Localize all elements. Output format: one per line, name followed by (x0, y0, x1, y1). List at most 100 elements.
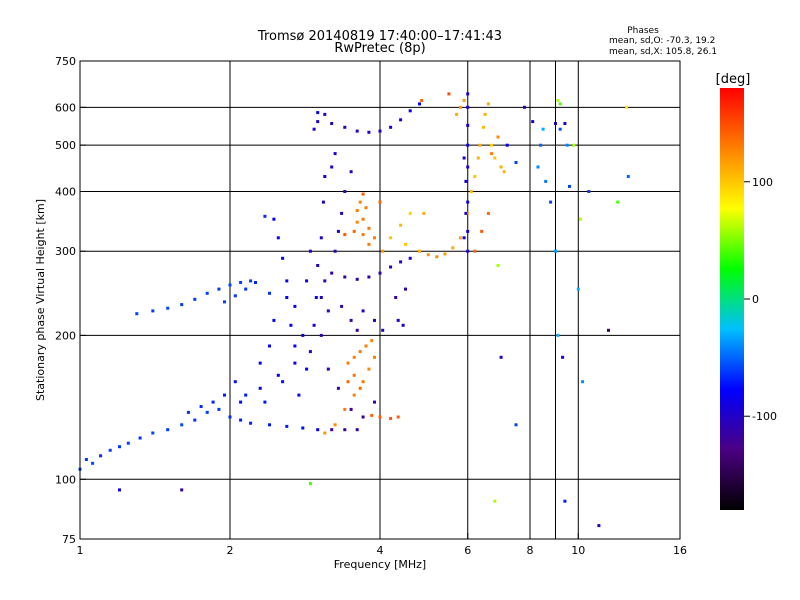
data-point (466, 165, 470, 169)
data-point (308, 482, 312, 485)
data-point (394, 296, 398, 299)
chart-subtitle: RwPretec (8p) (334, 41, 425, 56)
phases-stat-x: mean, sd,X: 105.8, 26.1 (609, 47, 717, 57)
data-point (466, 249, 470, 253)
data-point (289, 323, 293, 327)
data-point (486, 102, 490, 106)
y-tick-label: 100 (55, 473, 76, 486)
data-point (367, 242, 371, 246)
data-point (316, 111, 320, 115)
data-point (478, 143, 482, 147)
data-point (326, 367, 330, 371)
data-point (323, 112, 327, 116)
data-point (239, 418, 243, 422)
data-point (217, 287, 221, 291)
data-point (496, 264, 500, 267)
data-point (346, 361, 350, 365)
data-point (333, 249, 337, 253)
data-point (355, 428, 359, 432)
x-tick-label: 1 (77, 544, 84, 557)
data-point (352, 373, 356, 377)
data-point (199, 405, 203, 408)
data-point (336, 229, 340, 233)
phases-heading: Phases (627, 26, 659, 36)
data-point (455, 112, 459, 116)
data-point (151, 309, 155, 313)
data-point (276, 373, 280, 377)
data-point (408, 211, 412, 215)
colorbar-ticks: 100 0 -100 (744, 176, 777, 423)
x-tick-label: 16 (673, 544, 687, 557)
data-point (166, 306, 170, 310)
data-point (466, 200, 470, 204)
data-point (349, 170, 353, 174)
data-point (469, 190, 473, 193)
data-point (258, 361, 262, 365)
data-point (217, 407, 221, 411)
data-point (378, 271, 382, 275)
data-point (352, 229, 356, 233)
data-point (466, 105, 470, 109)
data-point (358, 200, 362, 204)
data-point (462, 99, 466, 102)
data-point (462, 236, 466, 240)
data-point (343, 407, 347, 411)
data-point (408, 256, 412, 260)
data-point (435, 255, 439, 259)
data-point (561, 355, 565, 359)
data-point (558, 127, 562, 131)
data-point (272, 217, 276, 221)
data-point (281, 256, 285, 260)
data-point (389, 265, 393, 269)
data-point (205, 410, 209, 414)
data-point (554, 122, 557, 125)
data-point (355, 209, 359, 212)
data-point (481, 125, 485, 129)
data-point (399, 118, 403, 122)
data-point (285, 424, 289, 428)
data-point (330, 122, 334, 125)
data-point (576, 287, 580, 291)
data-point (493, 499, 497, 503)
data-point (418, 102, 421, 106)
data-point (499, 355, 503, 359)
data-point (186, 410, 190, 414)
data-point (228, 283, 232, 287)
data-points (78, 92, 630, 528)
data-point (308, 350, 312, 354)
data-point (118, 488, 121, 492)
data-point (370, 413, 374, 417)
data-point (285, 279, 289, 283)
data-point (556, 333, 560, 337)
data-point (563, 499, 567, 503)
data-point (355, 220, 359, 224)
data-point (361, 233, 365, 237)
data-point (293, 304, 297, 308)
data-point (458, 105, 462, 109)
data-point (389, 236, 393, 240)
data-point (549, 200, 553, 204)
data-point (249, 421, 253, 425)
data-point (285, 296, 289, 299)
data-point (367, 130, 371, 134)
data-point (180, 488, 184, 492)
data-point (355, 277, 359, 281)
data-point (554, 249, 557, 253)
data-point (539, 143, 543, 147)
x-tick-label: 2 (227, 544, 234, 557)
data-point (426, 253, 430, 257)
data-point (118, 445, 121, 449)
data-point (323, 279, 327, 283)
y-tick-label: 600 (55, 101, 76, 114)
data-point (558, 102, 562, 106)
data-point (358, 386, 362, 390)
data-point (541, 127, 545, 131)
x-axis-label: Frequency [MHz] (334, 558, 426, 571)
data-point (233, 380, 237, 384)
data-point (389, 417, 393, 420)
data-point (343, 275, 347, 279)
data-point (378, 415, 382, 419)
data-point (91, 461, 95, 465)
data-point (578, 217, 582, 221)
